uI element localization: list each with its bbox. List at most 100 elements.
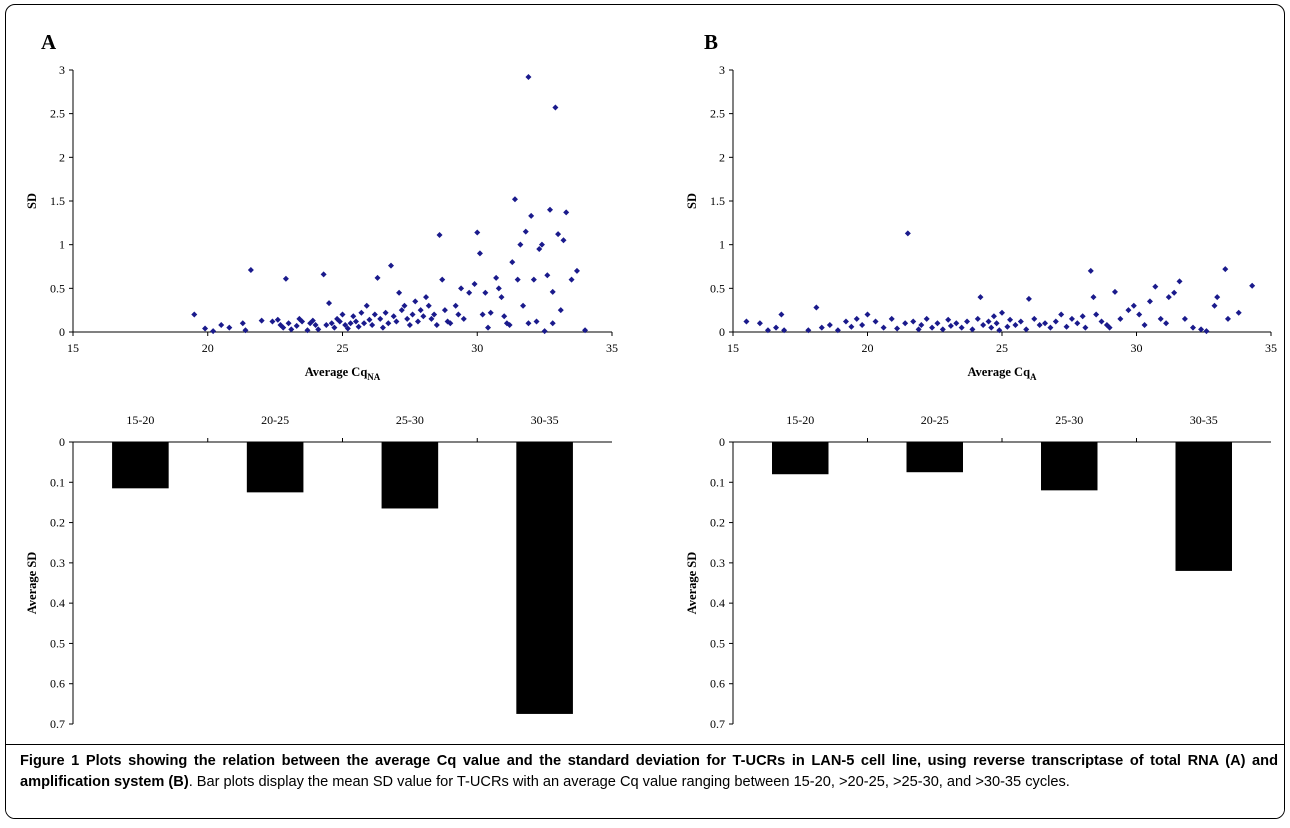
y-tick-label: 0.6 xyxy=(50,677,65,691)
data-point xyxy=(350,313,357,320)
y-tick-label: 0.5 xyxy=(710,636,725,650)
data-point xyxy=(280,324,287,331)
data-point xyxy=(1249,282,1256,289)
x-tick-label: 30 xyxy=(471,341,483,355)
data-point xyxy=(560,237,567,244)
data-point xyxy=(385,320,392,327)
data-point xyxy=(1058,311,1065,318)
data-point xyxy=(555,231,562,238)
y-tick-label: 1 xyxy=(719,238,725,252)
data-point xyxy=(466,289,473,296)
data-point xyxy=(904,230,911,237)
data-point xyxy=(756,320,763,327)
y-tick-label: 2.5 xyxy=(50,107,65,121)
data-point xyxy=(1211,302,1218,309)
data-point xyxy=(396,289,403,296)
data-point xyxy=(388,262,395,269)
y-tick-label: 1 xyxy=(59,238,65,252)
y-tick-label: 0.7 xyxy=(50,717,65,731)
data-point xyxy=(1007,316,1014,323)
y-tick-label: 0.7 xyxy=(710,717,725,731)
data-point xyxy=(888,315,895,322)
data-point xyxy=(549,320,556,327)
data-point xyxy=(355,323,362,330)
data-point xyxy=(447,320,454,327)
data-point xyxy=(969,326,976,333)
data-point xyxy=(939,326,946,333)
data-point xyxy=(401,302,408,309)
data-point xyxy=(826,322,833,329)
data-point xyxy=(487,309,494,316)
data-point xyxy=(1025,295,1032,302)
x-tick-label: 25 xyxy=(996,341,1008,355)
data-point xyxy=(985,318,992,325)
x-tick-label: 35 xyxy=(606,341,618,355)
data-point xyxy=(953,320,960,327)
category-label: 25-30 xyxy=(396,413,424,427)
data-point xyxy=(1087,267,1094,274)
caption-text: . Bar plots display the mean SD value fo… xyxy=(188,774,1070,790)
y-axis-title: SD xyxy=(25,193,39,209)
data-point xyxy=(476,250,483,257)
data-point xyxy=(1189,324,1196,331)
data-point xyxy=(1181,315,1188,322)
category-label: 30-35 xyxy=(1190,413,1218,427)
data-point xyxy=(439,276,446,283)
data-point xyxy=(1047,324,1054,331)
data-point xyxy=(778,311,785,318)
data-point xyxy=(1141,322,1148,329)
data-point xyxy=(269,318,276,325)
data-point xyxy=(1146,298,1153,305)
category-label: 30-35 xyxy=(531,413,559,427)
bar xyxy=(516,442,573,714)
data-point xyxy=(1074,320,1081,327)
data-point xyxy=(202,325,209,332)
x-tick-label: 15 xyxy=(67,341,79,355)
category-label: 25-30 xyxy=(1055,413,1083,427)
data-point xyxy=(517,241,524,248)
data-point xyxy=(902,320,909,327)
data-point xyxy=(582,327,589,334)
data-point xyxy=(934,320,941,327)
data-point xyxy=(990,313,997,320)
x-tick-label: 20 xyxy=(862,341,874,355)
data-point xyxy=(1042,320,1049,327)
x-tick-label: 20 xyxy=(202,341,214,355)
data-point xyxy=(781,327,788,334)
data-point xyxy=(495,285,502,292)
bar xyxy=(906,442,963,473)
data-point xyxy=(764,327,771,334)
y-tick-label: 0.5 xyxy=(710,281,725,295)
scatter-plot-b: 0 0.5 1 1.5 2 2.5 3 15 20 25 30 35 SD Average CqA xyxy=(685,63,1277,382)
data-point xyxy=(1063,323,1070,330)
data-point xyxy=(538,241,545,248)
data-point xyxy=(557,307,564,314)
data-point xyxy=(309,317,316,324)
data-point xyxy=(347,320,354,327)
data-point xyxy=(964,318,971,325)
data-point xyxy=(1130,302,1137,309)
data-point xyxy=(813,304,820,311)
x-axis-title: Average CqNA xyxy=(305,365,381,382)
data-point xyxy=(282,275,289,282)
data-point xyxy=(191,311,198,318)
y-tick-label: 0 xyxy=(59,325,65,339)
data-point xyxy=(1106,324,1113,331)
data-point xyxy=(945,316,952,323)
y-axis-title: SD xyxy=(685,193,699,209)
data-point xyxy=(501,313,508,320)
data-point xyxy=(374,274,381,281)
x-axis-title-main: Average Cq xyxy=(305,365,368,379)
data-point xyxy=(304,327,311,334)
data-point xyxy=(525,320,532,327)
data-point xyxy=(818,324,825,331)
data-point xyxy=(563,209,570,216)
data-point xyxy=(361,320,368,327)
scatter-plot-a: 0 0.5 1 1.5 2 2.5 3 15 20 25 30 35 SD Average CqNA xyxy=(25,63,618,382)
y-tick-label: 0.2 xyxy=(710,516,725,530)
data-point xyxy=(218,322,225,329)
data-point xyxy=(471,280,478,287)
data-point xyxy=(910,318,917,325)
figure-frame: A B 0 0.5 1 1.5 2 2.5 3 15 20 25 30 35 SD Average CqN… xyxy=(5,4,1285,819)
